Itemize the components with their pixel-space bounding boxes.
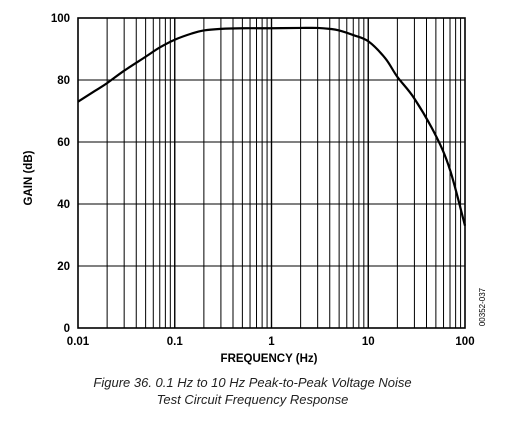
- y-tick-label: 0: [64, 323, 70, 335]
- y-tick-label: 40: [57, 199, 70, 211]
- y-tick-label: 80: [57, 75, 70, 87]
- x-tick-label: 0.01: [67, 336, 90, 348]
- x-tick-labels: 0.01 0.1 1 10 100: [67, 336, 475, 348]
- y-tick-label: 20: [57, 261, 70, 273]
- plot-frame: [77, 17, 466, 329]
- figure-caption-line-2: Test Circuit Frequency Response: [156, 392, 349, 407]
- figure-id-label: 00352-037: [478, 287, 487, 326]
- x-tick-label: 0.1: [167, 336, 184, 348]
- grid: [78, 18, 465, 328]
- x-axis-label: FREQUENCY (Hz): [221, 353, 318, 365]
- y-axis-label: GAIN (dB): [23, 150, 35, 205]
- figure-caption-line-1: Figure 36. 0.1 Hz to 10 Hz Peak-to-Peak …: [93, 375, 412, 390]
- x-tick-label: 1: [268, 336, 275, 348]
- y-tick-label: 100: [51, 13, 70, 25]
- x-tick-label: 100: [455, 336, 474, 348]
- x-tick-label: 10: [362, 336, 375, 348]
- y-tick-label: 60: [57, 137, 70, 149]
- y-tick-labels: 0 20 40 60 80 100: [51, 13, 70, 335]
- gain-curve: [77, 26, 467, 226]
